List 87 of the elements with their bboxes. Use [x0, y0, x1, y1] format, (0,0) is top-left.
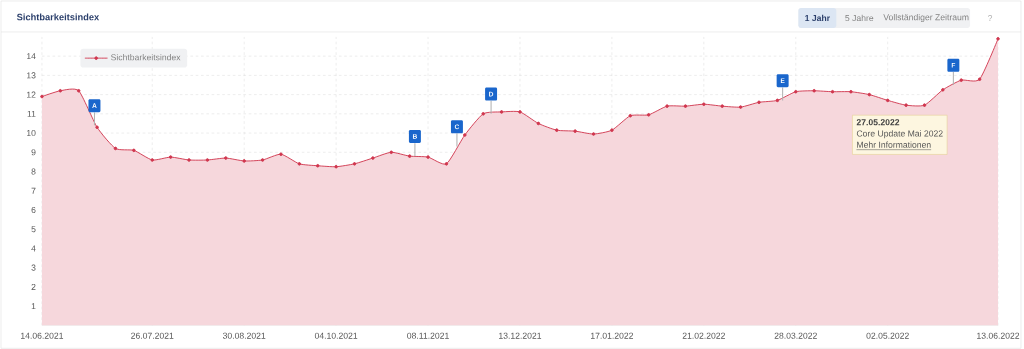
- point: [205, 158, 210, 162]
- point: [720, 104, 725, 108]
- point: [646, 112, 651, 117]
- point: [279, 152, 283, 156]
- y-tick-label: 4: [31, 245, 36, 252]
- x-tick-label: 08.11.2021: [407, 332, 449, 339]
- point: [444, 161, 449, 166]
- point: [977, 77, 982, 81]
- point: [867, 92, 872, 97]
- point: [334, 164, 338, 169]
- y-tick-label: 10: [27, 129, 36, 136]
- point: [702, 102, 706, 106]
- text: ?: [987, 14, 993, 21]
- point: [463, 133, 467, 137]
- point: [242, 159, 246, 163]
- point: [58, 88, 63, 93]
- y-tick-label: 11: [27, 110, 36, 117]
- y-tick-label: 7: [31, 187, 36, 194]
- point: [665, 104, 669, 108]
- point: [610, 128, 614, 132]
- point: [150, 158, 155, 162]
- point: [793, 89, 798, 94]
- y-tick-label: 9: [31, 149, 36, 156]
- point: [554, 128, 559, 132]
- x-tick-label: 13.12.2021: [499, 332, 542, 339]
- point: [959, 78, 964, 82]
- point: [573, 129, 577, 133]
- point: [297, 161, 302, 166]
- point: [775, 98, 780, 103]
- y-tick-label: 6: [31, 206, 36, 213]
- point: [352, 161, 357, 166]
- point: [738, 105, 743, 109]
- point: [95, 125, 99, 129]
- x-tick-label: 17.01.2022: [591, 332, 634, 339]
- annotation: 27.05.2022: [856, 119, 900, 126]
- point: [371, 156, 375, 160]
- y-tick-label: 3: [31, 264, 36, 271]
- annotation: Mehr Informationen: [857, 141, 931, 148]
- point: [628, 113, 633, 118]
- x-tick-label: 21.02.2022: [682, 332, 725, 339]
- y-tick-label: 1: [31, 303, 36, 309]
- point: [113, 146, 118, 151]
- point: [683, 104, 688, 108]
- point: [426, 155, 430, 159]
- x-tick-label: 02.05.2022: [866, 332, 909, 339]
- point: [849, 89, 853, 94]
- legend-label: Sichtbarkeitsindex: [111, 53, 181, 61]
- annotation: Core Update Mai 2022: [856, 130, 943, 139]
- y-tick-label: 5: [31, 226, 36, 233]
- point: [132, 148, 136, 153]
- point: [941, 87, 945, 92]
- x-tick-label: 30.08.2021: [222, 332, 266, 339]
- point: [481, 111, 485, 116]
- point: [922, 103, 927, 107]
- point: [757, 100, 761, 104]
- point: [168, 155, 173, 159]
- x-tick-label: 14.06.2021: [21, 332, 64, 339]
- text: Vollständiger Zeitraum: [883, 13, 969, 22]
- point: [224, 156, 228, 160]
- point: [499, 109, 504, 114]
- point: [518, 109, 522, 114]
- y-tick-label: 14: [27, 53, 36, 59]
- point: [591, 132, 596, 136]
- point: [76, 88, 81, 93]
- chart-title: Sichtbarkeitsindex: [16, 13, 100, 21]
- point: [389, 150, 394, 154]
- x-tick-label: 28.03.2022: [774, 332, 817, 339]
- point: [187, 158, 191, 162]
- point: [996, 36, 1000, 41]
- point: [904, 103, 908, 107]
- y-tick-label: 8: [31, 168, 36, 175]
- y-tick-label: 12: [27, 91, 36, 98]
- x-tick-label: 13.06.2022: [977, 332, 1020, 339]
- point: [315, 163, 320, 168]
- x-tick-label: 04.10.2021: [314, 332, 358, 339]
- y-tick-label: 13: [27, 72, 36, 79]
- point: [40, 94, 44, 99]
- point: [812, 88, 816, 93]
- point: [407, 154, 412, 158]
- point: [885, 98, 890, 103]
- y-tick-label: 2: [31, 283, 36, 290]
- point: [536, 121, 541, 126]
- point: [260, 158, 265, 162]
- text: 1 Jahr: [805, 14, 830, 21]
- point: [830, 89, 835, 94]
- x-tick-label: 26.07.2021: [131, 332, 174, 339]
- text: 5 Jahre: [845, 14, 874, 21]
